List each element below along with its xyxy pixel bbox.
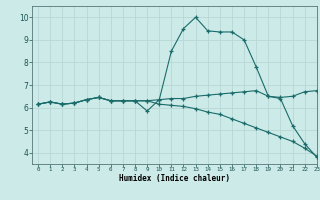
X-axis label: Humidex (Indice chaleur): Humidex (Indice chaleur) — [119, 174, 230, 183]
